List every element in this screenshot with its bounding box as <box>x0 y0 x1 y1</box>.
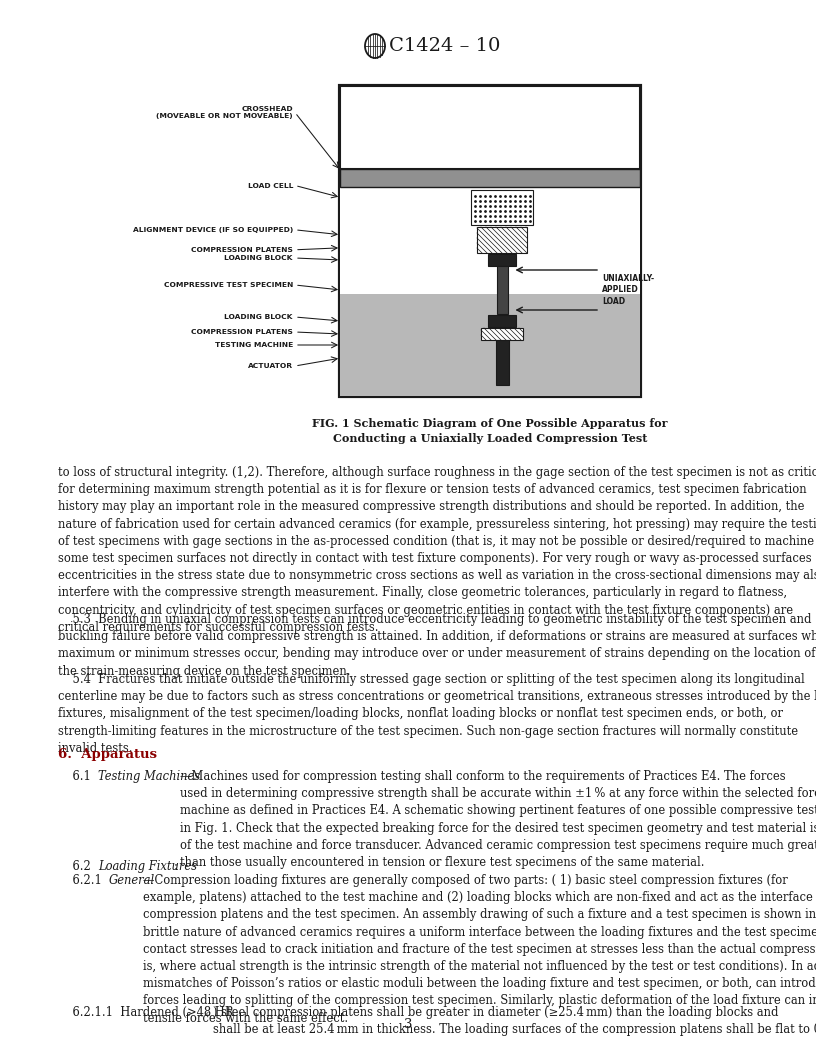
Text: 6.2.1: 6.2.1 <box>58 874 109 887</box>
Text: General: General <box>109 874 155 887</box>
Bar <box>340 86 640 396</box>
Text: c: c <box>206 1010 211 1018</box>
Text: ) steel compression platens shall be greater in diameter (≥25.4 mm) than the loa: ) steel compression platens shall be gre… <box>213 1006 816 1036</box>
Text: COMPRESSIVE TEST SPECIMEN: COMPRESSIVE TEST SPECIMEN <box>164 282 293 288</box>
Text: COMPRESSION PLATENS: COMPRESSION PLATENS <box>191 329 293 335</box>
Bar <box>481 328 523 340</box>
Text: FIG. 1 Schematic Diagram of One Possible Apparatus for
Conducting a Uniaxially L: FIG. 1 Schematic Diagram of One Possible… <box>313 418 667 445</box>
Bar <box>488 315 516 327</box>
Bar <box>488 254 516 266</box>
Text: :: : <box>174 860 178 873</box>
Text: UNIAXIALLY-
APPLIED
LOAD: UNIAXIALLY- APPLIED LOAD <box>602 275 654 306</box>
Text: 3: 3 <box>404 1018 412 1031</box>
Text: 5.3  Bending in uniaxial compression tests can introduce eccentricity leading to: 5.3 Bending in uniaxial compression test… <box>58 612 816 678</box>
Bar <box>477 227 527 253</box>
Text: to loss of structural integrity. (1,2). Therefore, although surface roughness in: to loss of structural integrity. (1,2). … <box>58 466 816 634</box>
Bar <box>340 187 640 294</box>
Text: LOADING BLOCK: LOADING BLOCK <box>224 314 293 320</box>
Text: 6.2.1.1  Hardened (>48 HR: 6.2.1.1 Hardened (>48 HR <box>58 1006 233 1019</box>
Bar <box>495 340 508 385</box>
Text: 6.  Apparatus: 6. Apparatus <box>58 748 157 761</box>
Bar <box>496 266 508 314</box>
Bar <box>340 169 640 187</box>
Bar <box>471 190 533 225</box>
Text: 5.4  Fractures that initiate outside the uniformly stressed gage section or spli: 5.4 Fractures that initiate outside the … <box>58 673 816 755</box>
Text: C1424 – 10: C1424 – 10 <box>389 37 500 55</box>
Text: TESTING MACHINE: TESTING MACHINE <box>215 342 293 348</box>
Text: LOAD CELL: LOAD CELL <box>247 183 293 189</box>
Bar <box>340 86 640 169</box>
Text: —Compression loading fixtures are generally composed of two parts: ( 1) basic st: —Compression loading fixtures are genera… <box>143 874 816 1024</box>
Text: COMPRESSION PLATENS: COMPRESSION PLATENS <box>191 247 293 252</box>
Text: Loading Fixtures: Loading Fixtures <box>98 860 197 873</box>
Text: CROSSHEAD
(MOVEABLE OR NOT MOVEABLE): CROSSHEAD (MOVEABLE OR NOT MOVEABLE) <box>157 106 293 119</box>
Bar <box>340 294 640 396</box>
Text: LOADING BLOCK: LOADING BLOCK <box>224 254 293 261</box>
Text: 6.2: 6.2 <box>58 860 98 873</box>
Text: ACTUATOR: ACTUATOR <box>248 363 293 369</box>
Text: ALIGNMENT DEVICE (IF SO EQUIPPED): ALIGNMENT DEVICE (IF SO EQUIPPED) <box>133 227 293 232</box>
Text: Testing Machines: Testing Machines <box>98 770 200 782</box>
Text: 6.1: 6.1 <box>58 770 98 782</box>
Text: —Machines used for compression testing shall conform to the requirements of Prac: —Machines used for compression testing s… <box>180 770 816 869</box>
